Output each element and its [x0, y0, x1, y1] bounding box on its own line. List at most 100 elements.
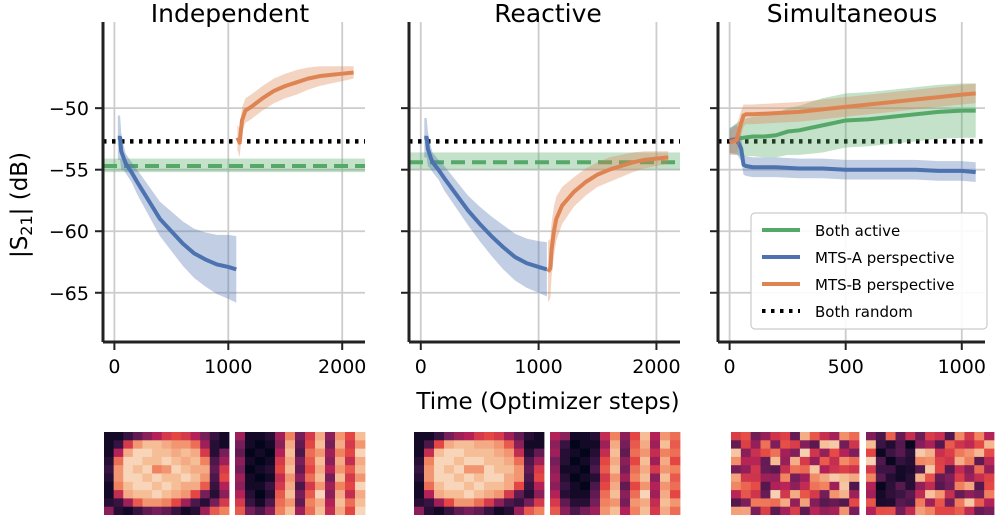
heatmap-cell	[925, 506, 936, 515]
heatmap-cell	[514, 481, 525, 491]
heatmap-cell	[866, 465, 877, 474]
heatmap-cell	[255, 473, 266, 483]
heatmap-cell	[295, 481, 306, 491]
heatmap-cell	[335, 498, 346, 508]
heatmap-cell	[464, 481, 475, 491]
heatmap-cell	[650, 506, 661, 515]
heatmap-cell	[760, 498, 771, 508]
heatmap-cell	[132, 456, 143, 466]
heatmap-cell	[444, 506, 455, 515]
heatmap-cell	[414, 432, 425, 441]
heatmap-cell	[180, 473, 191, 483]
heatmap-cell	[570, 481, 581, 491]
heatmap-cell	[799, 498, 811, 508]
heatmap-cell	[180, 498, 191, 508]
heatmap-cell	[895, 490, 906, 499]
heatmap-cell	[866, 448, 877, 458]
heatmap-cell	[984, 440, 995, 449]
heatmap-cell	[770, 456, 781, 466]
heatmap-cell	[839, 448, 850, 458]
heatmap-cell	[839, 498, 850, 508]
heatmap-cell	[424, 473, 435, 483]
heatmap-cell	[731, 432, 742, 441]
heatmap-cell	[345, 456, 356, 466]
heatmap-cell	[305, 440, 316, 449]
heatmap-cell	[265, 481, 276, 491]
heatmap-cell	[494, 473, 505, 483]
heatmap-cell	[875, 498, 887, 508]
heatmap-cell	[325, 481, 336, 491]
heatmap-cell	[504, 498, 515, 508]
heatmap-cell	[171, 506, 182, 515]
heatmap-cell	[799, 490, 811, 499]
heatmap-cell	[780, 506, 791, 515]
heatmap-cell	[866, 456, 877, 466]
heatmap-cell	[964, 432, 975, 441]
heatmap-cell	[104, 432, 115, 441]
heatmap-cell	[190, 506, 201, 515]
heatmap-cell	[590, 506, 601, 515]
heatmap-cell	[113, 498, 124, 508]
heatmap-cell	[444, 432, 455, 441]
heatmap-cell	[829, 498, 840, 508]
line-mts-a-perspective	[424, 135, 548, 272]
heatmap-cell	[760, 490, 771, 499]
heatmap-cell	[915, 481, 926, 491]
heatmap-cell	[335, 456, 346, 466]
x-tick-label: 1000	[938, 356, 986, 378]
heatmap-cell	[190, 465, 201, 474]
series-both-active	[728, 83, 976, 158]
heatmap-cell	[866, 498, 877, 508]
heatmap-cell	[255, 498, 266, 508]
heatmap-cell	[790, 440, 801, 449]
heatmap-cell	[964, 490, 975, 499]
heatmap-cell	[660, 465, 671, 474]
heatmap-cell	[610, 481, 621, 491]
heatmap-cell	[315, 498, 326, 508]
heatmap-cell	[740, 481, 752, 491]
heatmap-cell	[790, 481, 801, 491]
heatmap-cell	[964, 465, 975, 474]
heatmap-cell	[315, 440, 326, 449]
heatmap-cell	[839, 432, 850, 441]
heatmap-cell	[132, 481, 143, 491]
heatmap-cell	[414, 490, 425, 499]
heatmap-cell	[235, 465, 246, 474]
heatmap-cell	[790, 432, 801, 441]
heatmap-cell	[934, 440, 946, 449]
heatmap-cell	[760, 473, 771, 483]
heatmap-cell	[770, 448, 781, 458]
heatmap-cell	[414, 448, 425, 458]
heatmap-cell	[925, 440, 936, 449]
heatmap-cell	[799, 432, 811, 441]
heatmap-cell	[670, 506, 681, 515]
heatmap-cell	[315, 506, 326, 515]
heatmap-cell	[895, 465, 906, 474]
heatmap-cell	[600, 432, 611, 441]
heatmap-cell	[620, 473, 631, 483]
heatmap-cell	[484, 465, 495, 474]
heatmap-cell	[424, 440, 435, 449]
heatmap-cell	[335, 432, 346, 441]
heatmap-cell	[809, 432, 821, 441]
heatmap-cell	[190, 473, 201, 483]
heatmap-cell	[974, 481, 985, 491]
heatmap-cell	[731, 448, 742, 458]
heatmap-cell	[180, 456, 191, 466]
heatmap-cell	[934, 498, 946, 508]
heatmap-cell	[444, 473, 455, 483]
heatmap-cell	[954, 481, 965, 491]
heatmap-cell	[974, 490, 985, 499]
heatmap-cell	[770, 432, 781, 441]
heatmap-cell	[885, 481, 896, 491]
heatmap-cell	[885, 440, 896, 449]
heatmap-cell	[161, 456, 172, 466]
heatmap-cell	[132, 448, 143, 458]
heatmap-cell	[325, 440, 336, 449]
heatmap-cell	[954, 440, 965, 449]
heatmap-cell	[180, 440, 191, 449]
heatmap-cell	[570, 506, 581, 515]
heatmap-cell	[255, 490, 266, 499]
heatmap-cell	[171, 490, 182, 499]
heatmap-cell	[630, 506, 641, 515]
